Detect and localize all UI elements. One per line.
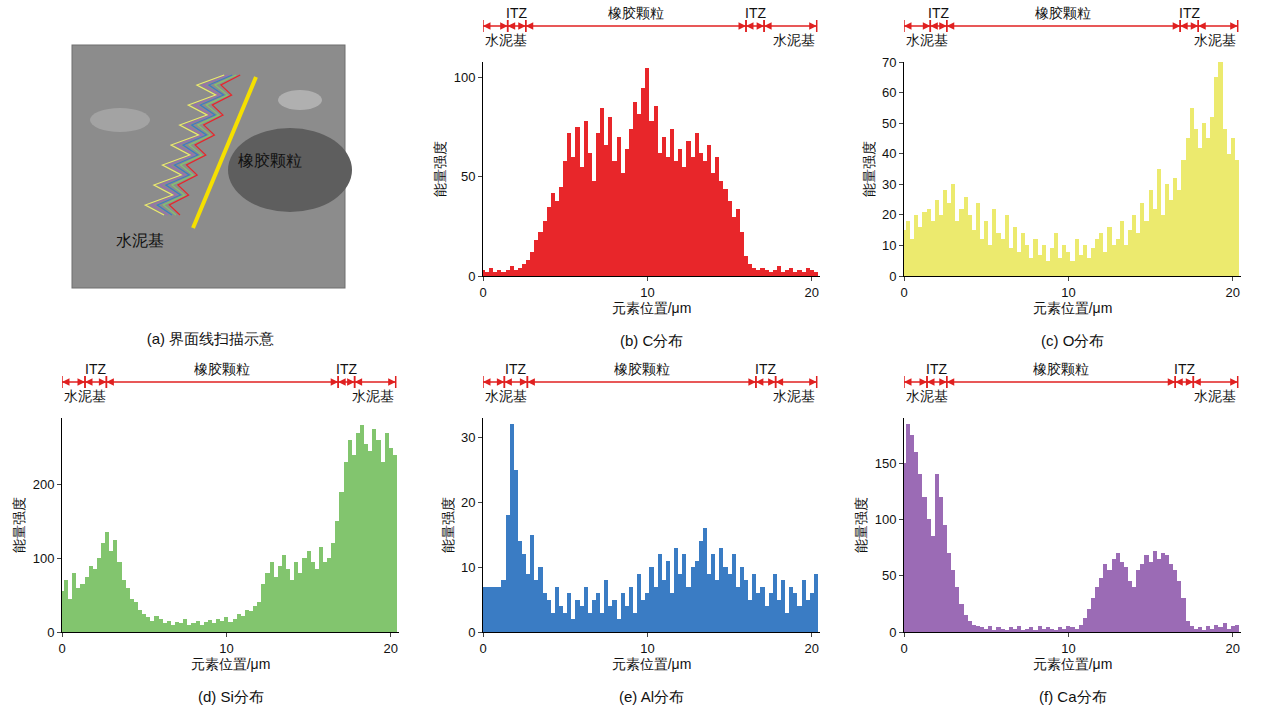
svg-text:能量强度: 能量强度 xyxy=(853,497,869,553)
svg-text:元素位置/μm: 元素位置/μm xyxy=(191,656,271,672)
svg-text:ITZ: ITZ xyxy=(755,361,776,377)
svg-text:20: 20 xyxy=(461,495,475,510)
svg-text:0: 0 xyxy=(479,641,486,656)
svg-text:10: 10 xyxy=(1061,641,1075,656)
svg-text:水泥基: 水泥基 xyxy=(1194,388,1236,404)
svg-text:100: 100 xyxy=(454,70,476,85)
svg-text:50: 50 xyxy=(882,568,896,583)
svg-text:200: 200 xyxy=(33,477,55,492)
svg-text:50: 50 xyxy=(461,169,475,184)
svg-text:10: 10 xyxy=(882,238,896,253)
svg-text:ITZ: ITZ xyxy=(928,5,949,21)
svg-text:橡胶颗粒: 橡胶颗粒 xyxy=(194,361,250,377)
svg-text:元素位置/μm: 元素位置/μm xyxy=(1033,300,1113,316)
svg-text:橡胶颗粒: 橡胶颗粒 xyxy=(608,5,664,21)
svg-text:水泥基: 水泥基 xyxy=(485,32,527,48)
svg-text:60: 60 xyxy=(882,85,896,100)
svg-text:0: 0 xyxy=(889,625,896,640)
svg-text:20: 20 xyxy=(882,207,896,222)
svg-text:橡胶颗粒: 橡胶颗粒 xyxy=(238,152,302,169)
svg-text:水泥基: 水泥基 xyxy=(773,388,815,404)
svg-text:10: 10 xyxy=(1061,285,1075,300)
svg-text:0: 0 xyxy=(479,285,486,300)
svg-text:0: 0 xyxy=(468,269,475,284)
svg-text:(c) O分布: (c) O分布 xyxy=(1041,332,1104,349)
svg-text:ITZ: ITZ xyxy=(745,5,766,21)
svg-text:0: 0 xyxy=(900,641,907,656)
svg-text:0: 0 xyxy=(47,625,54,640)
svg-text:元素位置/μm: 元素位置/μm xyxy=(1033,656,1113,672)
svg-text:10: 10 xyxy=(219,641,233,656)
svg-text:ITZ: ITZ xyxy=(1174,361,1195,377)
svg-text:水泥基: 水泥基 xyxy=(773,32,815,48)
svg-text:ITZ: ITZ xyxy=(926,361,947,377)
svg-text:100: 100 xyxy=(875,512,897,527)
svg-text:ITZ: ITZ xyxy=(506,5,527,21)
svg-text:0: 0 xyxy=(889,269,896,284)
svg-text:水泥基: 水泥基 xyxy=(352,388,394,404)
svg-text:ITZ: ITZ xyxy=(505,361,526,377)
svg-text:元素位置/μm: 元素位置/μm xyxy=(612,656,692,672)
svg-text:20: 20 xyxy=(805,641,819,656)
svg-text:ITZ: ITZ xyxy=(336,361,357,377)
svg-text:10: 10 xyxy=(461,560,475,575)
svg-text:橡胶颗粒: 橡胶颗粒 xyxy=(1035,5,1091,21)
svg-text:(b) C分布: (b) C分布 xyxy=(620,332,683,349)
svg-text:ITZ: ITZ xyxy=(85,361,106,377)
svg-text:能量强度: 能量强度 xyxy=(432,141,448,197)
svg-text:50: 50 xyxy=(882,116,896,131)
svg-text:能量强度: 能量强度 xyxy=(440,497,456,553)
svg-text:20: 20 xyxy=(805,285,819,300)
svg-text:0: 0 xyxy=(58,641,65,656)
svg-text:(e) Al分布: (e) Al分布 xyxy=(619,688,684,705)
svg-text:ITZ: ITZ xyxy=(1179,5,1200,21)
svg-text:70: 70 xyxy=(882,55,896,70)
svg-text:水泥基: 水泥基 xyxy=(116,232,164,249)
svg-text:0: 0 xyxy=(900,285,907,300)
svg-text:元素位置/μm: 元素位置/μm xyxy=(612,300,692,316)
svg-text:30: 30 xyxy=(882,177,896,192)
svg-text:(d) Si分布: (d) Si分布 xyxy=(198,688,264,705)
svg-text:100: 100 xyxy=(33,551,55,566)
svg-text:橡胶颗粒: 橡胶颗粒 xyxy=(1033,361,1089,377)
svg-text:水泥基: 水泥基 xyxy=(485,388,527,404)
svg-text:10: 10 xyxy=(640,285,654,300)
svg-text:(f) Ca分布: (f) Ca分布 xyxy=(1039,688,1107,705)
svg-text:水泥基: 水泥基 xyxy=(906,388,948,404)
svg-text:150: 150 xyxy=(875,456,897,471)
svg-text:(a) 界面线扫描示意: (a) 界面线扫描示意 xyxy=(147,330,275,347)
svg-text:能量强度: 能量强度 xyxy=(861,141,877,197)
svg-text:20: 20 xyxy=(1226,641,1240,656)
svg-text:0: 0 xyxy=(468,625,475,640)
svg-text:橡胶颗粒: 橡胶颗粒 xyxy=(614,361,670,377)
svg-text:30: 30 xyxy=(461,430,475,445)
svg-text:40: 40 xyxy=(882,146,896,161)
svg-text:20: 20 xyxy=(384,641,398,656)
svg-text:10: 10 xyxy=(640,641,654,656)
svg-text:能量强度: 能量强度 xyxy=(11,497,27,553)
svg-text:水泥基: 水泥基 xyxy=(64,388,106,404)
svg-text:水泥基: 水泥基 xyxy=(1194,32,1236,48)
svg-text:水泥基: 水泥基 xyxy=(906,32,948,48)
svg-text:20: 20 xyxy=(1226,285,1240,300)
